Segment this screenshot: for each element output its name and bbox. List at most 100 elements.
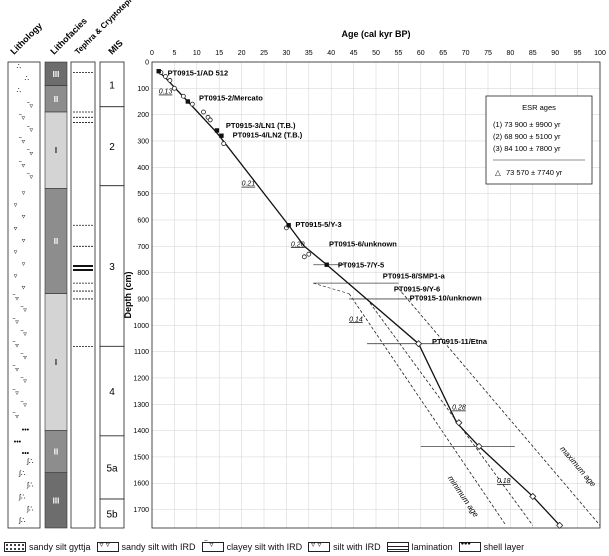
- figure-canvas: Lithology Lithofacies Tephra & Cryptotep…: [7, 0, 606, 529]
- plot-frame: [151, 61, 601, 529]
- lithology-symbol: ∴: [16, 87, 21, 94]
- mis-label: 4: [109, 387, 115, 398]
- lithofacies-label: II: [54, 237, 58, 246]
- radiocarbon-point: [207, 117, 213, 123]
- sed-rate-label: 0.21: [242, 181, 256, 188]
- x-tick-label: 95: [574, 50, 582, 57]
- lithology-symbol: ▿: [14, 249, 18, 256]
- radiocarbon-point: [171, 85, 177, 91]
- tephra-point: [185, 99, 191, 104]
- lithology-symbol: ∫∴: [18, 518, 26, 525]
- x-tick-label: 25: [260, 50, 268, 57]
- bound-connector: [313, 282, 350, 294]
- lithology-column: ∴∴∴‾▿‾▿‾▿‾▿‾▿‾▿‾▿▿▿▿▿▿▿▿▿▿‾▿‾▿‾▿‾▿‾▿‾▿‾▿…: [7, 61, 41, 529]
- esr-mean: 73 570 ± 7740 yr: [506, 168, 563, 177]
- tephra-label: PT0915-7/Y-5: [338, 261, 384, 270]
- mis-stage: [99, 498, 125, 529]
- lithology-symbol: ▿: [22, 285, 26, 292]
- tephra-column: [70, 61, 96, 529]
- x-tick-label: 70: [462, 50, 470, 57]
- lithology-symbol: ‾▿: [26, 102, 33, 110]
- lithofacies-label: I: [55, 358, 57, 367]
- x-tick-label: 55: [395, 50, 403, 57]
- y-tick-label: 1400: [133, 428, 149, 435]
- esr-line-1: (1) 73 900 ± 9900 yr: [493, 120, 561, 129]
- x-axis-title: Age (cal kyr BP): [341, 29, 410, 39]
- esr-point: [556, 521, 564, 529]
- lithology-symbol: ‾▿: [18, 138, 25, 146]
- lithology-symbol: ▿: [22, 190, 26, 197]
- legend-item: clayey silt with IRD: [201, 540, 302, 552]
- legend-swatch: [96, 540, 119, 552]
- mis-column: 1 2 3 4 5a 5b: [99, 61, 125, 529]
- y-tick-label: 1500: [133, 454, 149, 461]
- esr-line-3: (3) 84 100 ± 7800 yr: [493, 144, 561, 153]
- radiocarbon-point: [180, 93, 186, 99]
- lithology-symbol: ▿: [22, 261, 26, 268]
- y-tick-label: 0: [145, 60, 149, 67]
- y-tick-label: 500: [137, 191, 149, 198]
- lithology-symbol: ‾▿: [20, 306, 27, 314]
- y-tick-label: 1300: [133, 402, 149, 409]
- x-tick-label: 65: [439, 50, 447, 57]
- mis-stage: [99, 61, 125, 108]
- mis-label: 5a: [106, 463, 118, 474]
- lithology-symbol: •••: [22, 427, 30, 434]
- sed-rate-label: 0.28: [452, 405, 466, 412]
- lithology-symbol: ‾▿: [20, 330, 27, 338]
- x-tick-label: 90: [551, 50, 559, 57]
- y-tick-label: 700: [137, 244, 149, 251]
- tephra-label: PT0915-11/Etna: [432, 337, 488, 346]
- y-tick-label: 1700: [133, 507, 149, 514]
- lithology-symbol: ∫∴: [18, 494, 26, 501]
- lithology-symbol: ‾▿: [20, 401, 27, 409]
- x-tick-label: 30: [283, 50, 291, 57]
- lithofacies-label: II: [54, 448, 58, 457]
- tephra-label: PT0915-3/LN1 (T.B.): [226, 121, 296, 130]
- y-tick-label: 1100: [134, 349, 149, 356]
- lithology-symbol: ‾▿: [26, 173, 33, 181]
- sed-rate-label: 0.13: [159, 89, 173, 96]
- tephra-point: [214, 128, 220, 133]
- mis-stage: [99, 345, 125, 437]
- y-tick-label: 1600: [133, 481, 149, 488]
- tephra-point: [286, 223, 291, 228]
- esr-mean-symbol: △: [495, 168, 502, 177]
- sed-rate-label: 0.20: [291, 241, 305, 248]
- lithology-symbol: ‾▿: [18, 114, 25, 122]
- lithology-symbol: ▿: [14, 273, 18, 280]
- tephra-label: PT0915-4/LN2 (T.B.): [233, 130, 303, 139]
- mis-label: 1: [109, 80, 115, 91]
- legend-item: lamination: [386, 542, 453, 552]
- esr-line-2: (2) 68 900 ± 5100 yr: [493, 132, 561, 141]
- lithology-symbol: ▿: [22, 214, 26, 221]
- lithofacies-label: II: [54, 95, 58, 104]
- lithology-symbol: ▿: [14, 202, 18, 209]
- tephra-label: PT0915-6/unknown: [329, 240, 397, 249]
- esr-box: ESR ages (1) 73 900 ± 9900 yr (2) 68 900…: [485, 95, 593, 185]
- mis-stage: [99, 106, 125, 187]
- legend-item: sandy silt gyttja: [4, 542, 91, 552]
- sedimentation-rates: 0.13 0.21 0.20 0.14 0.28 0.18: [159, 89, 511, 486]
- legend-item: shell layer: [458, 541, 524, 552]
- lithology-symbol: ∫∴: [26, 458, 34, 465]
- lithofacies-label: III: [53, 70, 60, 79]
- x-tick-label: 40: [327, 50, 335, 57]
- tephra-frame: [70, 61, 96, 529]
- x-tick-label: 10: [193, 50, 201, 57]
- esr-point: [529, 492, 537, 500]
- lithology-symbol: ∫∴: [18, 470, 26, 477]
- minimum-age-line: [348, 293, 507, 526]
- mis-label: 3: [109, 262, 115, 273]
- y-tick-label: 900: [137, 296, 149, 303]
- lithology-symbol: ▿: [22, 237, 26, 244]
- maximum-age-line: [398, 288, 601, 526]
- x-tick-label: 45: [350, 50, 358, 57]
- esr-title: ESR ages: [522, 103, 556, 112]
- tephra-label: PT0915-5/Y-3: [295, 220, 341, 229]
- legend-swatch: [458, 541, 481, 552]
- lithology-symbol: ‾▿: [12, 342, 19, 350]
- legend-label: sandy silt with IRD: [121, 542, 196, 552]
- legend-item: sandy silt with IRD: [96, 540, 196, 552]
- error-bars: [313, 264, 515, 447]
